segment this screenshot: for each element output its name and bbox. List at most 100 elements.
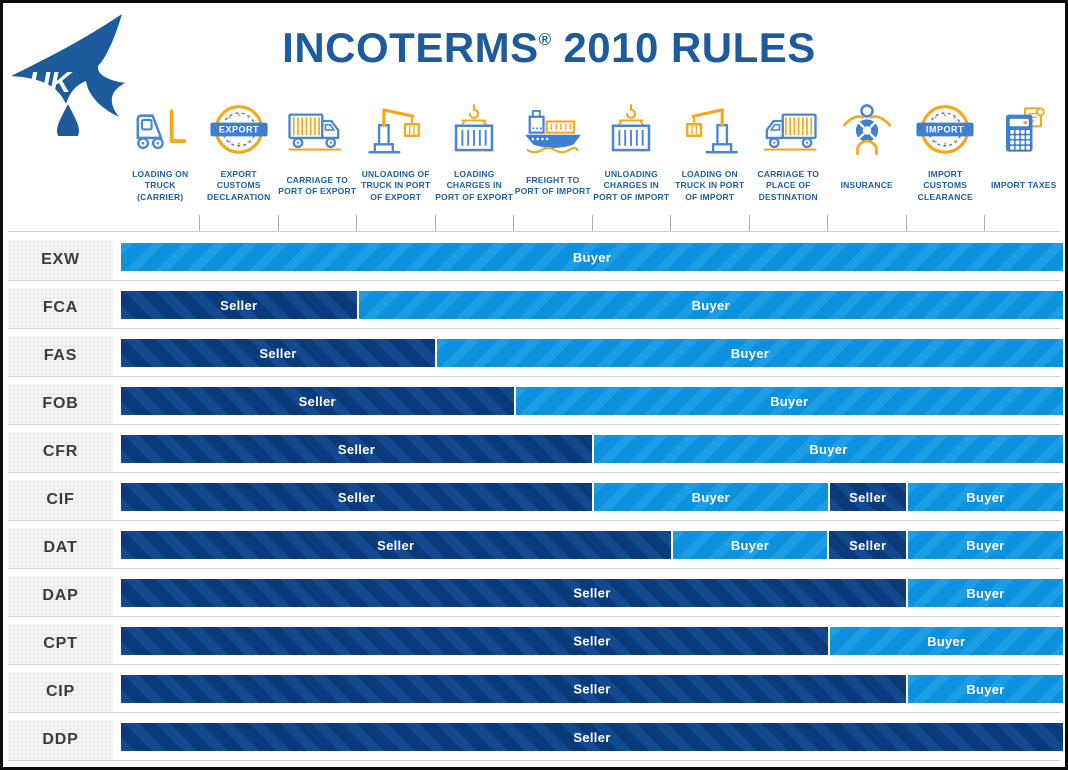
seller-segment: Seller <box>121 483 592 511</box>
svg-text:EXPORT: EXPORT <box>219 125 259 135</box>
buyer-segment: Buyer <box>356 291 1063 319</box>
column-tick <box>199 215 200 231</box>
row-separator <box>8 760 1060 761</box>
stage-column-label: EXPORT CUSTOMS DECLARATION <box>207 169 271 202</box>
column-tick <box>748 215 750 231</box>
party-label: Buyer <box>966 585 1005 601</box>
column-tick <box>513 215 514 231</box>
stage-column-label: FREIGHT TO PORT OF IMPORT <box>514 174 591 196</box>
party-label: Buyer <box>927 633 966 649</box>
stage-column-label: IMPORT TAXES <box>990 180 1057 191</box>
incoterm-code: CIP <box>8 672 113 712</box>
party-label: Seller <box>298 393 336 409</box>
incoterm-code: FAS <box>8 336 113 376</box>
party-label: Buyer <box>966 489 1005 505</box>
column-tick <box>277 215 279 231</box>
incoterm-code: DDP <box>8 720 113 760</box>
seller-segment: Seller <box>827 483 906 511</box>
incoterm-rows: EXW Buyer FCA Seller Buyer FAS Seller Buyer FOB S… <box>8 240 1063 768</box>
stage-column-label: IMPORT CUSTOMS CLEARANCE <box>917 169 973 202</box>
calculator-icon <box>992 96 1056 158</box>
incoterm-row-dap: DAP Buyer Seller <box>8 576 1063 617</box>
svg-text:IMPORT: IMPORT <box>926 125 964 135</box>
incoterm-row-fca: FCA Seller Buyer <box>8 288 1063 329</box>
responsibility-bar: Seller Buyer <box>121 387 1063 415</box>
title-rest: 2010 RULES <box>551 24 816 71</box>
incoterm-row-fob: FOB Seller Buyer <box>8 384 1063 425</box>
row-separator <box>8 616 1060 617</box>
incoterm-code: CPT <box>8 624 113 664</box>
stage-column-label: CARRIAGE TO PLACE OF DESTINATION <box>757 169 820 202</box>
buyer-segment: Buyer <box>434 339 1063 367</box>
incoterm-row-exw: EXW Buyer <box>8 240 1063 281</box>
party-label: Buyer <box>730 537 770 553</box>
stage-column-2: EXPORT EXPORT CUSTOMS DECLARATION <box>200 96 279 214</box>
row-separator <box>8 424 1060 425</box>
party-label: Buyer <box>809 441 848 457</box>
column-tick <box>905 215 907 231</box>
stage-column-10: INSURANCE <box>828 96 907 214</box>
column-tick <box>827 215 828 231</box>
incoterm-code: EXW <box>8 240 113 280</box>
stage-column-4: UNLOADING OF TRUCK IN PORT OF EXPORT <box>357 96 436 214</box>
stage-column-label: UNLOADING OF TRUCK IN PORT OF EXPORT <box>361 169 431 202</box>
incoterm-code: CIF <box>8 480 113 520</box>
incoterm-row-cip: CIP Buyer Seller <box>8 672 1063 713</box>
grid-top-line <box>8 231 1060 232</box>
buyer-segment: Buyer <box>906 675 1063 703</box>
incoterm-row-fas: FAS Seller Buyer <box>8 336 1063 377</box>
responsibility-bar: Buyer Seller <box>121 675 1063 703</box>
responsibility-bar: Seller Buyer <box>121 291 1063 319</box>
responsibility-bar: Seller Buyer <box>121 339 1063 367</box>
responsibility-bar: Buyer <box>121 243 1063 271</box>
row-separator <box>8 712 1060 713</box>
buyer-segment: Buyer <box>592 435 1063 463</box>
seller-segment: Seller <box>121 291 357 319</box>
seller-segment: Seller <box>121 531 671 559</box>
party-label: Buyer <box>572 249 612 265</box>
stage-column-label: LOADING CHARGES IN PORT OF EXPORT <box>435 169 514 202</box>
incoterm-code: FCA <box>8 288 113 328</box>
stage-column-8: LOADING ON TRUCK IN PORT OF IMPORT <box>671 96 750 214</box>
seller-segment <box>121 627 828 655</box>
seller-segment: Seller <box>121 387 514 415</box>
responsibility-bar: Buyer Seller <box>121 627 1063 655</box>
stage-column-9: CARRIAGE TO PLACE OF DESTINATION <box>749 96 828 214</box>
incoterm-code: CFR <box>8 432 113 472</box>
incoterm-row-dat: DAT Seller Buyer Seller Buyer <box>8 528 1063 569</box>
party-label: Buyer <box>691 297 730 313</box>
column-tick <box>984 215 985 231</box>
row-separator <box>8 568 1060 569</box>
truck-right-icon <box>285 96 349 158</box>
party-label: Buyer <box>770 393 809 409</box>
cargo-ship-icon <box>521 96 585 158</box>
container-hook-icon <box>442 96 506 158</box>
stage-columns-header: LOADING ON TRUCK (CARRIER) EXPORT EXPORT … <box>121 96 1063 214</box>
stage-column-label: LOADING ON TRUCK IN PORT OF IMPORT <box>675 169 745 202</box>
title-main: INCOTERMS <box>282 24 539 71</box>
forklift-icon <box>128 96 192 158</box>
import-badge-icon: IMPORT <box>913 96 977 158</box>
buyer-segment: Buyer <box>592 483 828 511</box>
buyer-segment: Buyer <box>121 243 1063 271</box>
stage-column-3: CARRIAGE TO PORT OF EXPORT <box>278 96 357 214</box>
stage-column-label: INSURANCE <box>840 180 893 191</box>
incoterm-row-ddp: DDP Seller <box>8 720 1063 761</box>
buyer-segment: Buyer <box>906 579 1063 607</box>
row-separator <box>8 280 1060 281</box>
container-hook-icon <box>599 96 663 158</box>
row-separator <box>8 376 1060 377</box>
incoterm-code: DAT <box>8 528 113 568</box>
column-tick <box>434 215 436 231</box>
column-tick <box>670 215 671 231</box>
seller-segment <box>121 579 906 607</box>
seller-segment: Seller <box>121 435 592 463</box>
row-separator <box>8 520 1060 521</box>
stage-column-6: FREIGHT TO PORT OF IMPORT <box>514 96 593 214</box>
export-badge-icon: EXPORT <box>207 96 271 158</box>
party-label: Seller <box>573 729 611 745</box>
party-label: Seller <box>377 537 415 553</box>
row-separator <box>8 328 1060 329</box>
responsibility-bar: Seller <box>121 723 1063 751</box>
